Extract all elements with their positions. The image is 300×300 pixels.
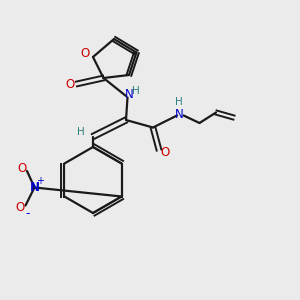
Text: N: N <box>175 107 184 121</box>
Text: O: O <box>16 201 25 214</box>
Text: H: H <box>132 85 140 96</box>
Text: O: O <box>65 77 74 91</box>
Text: O: O <box>17 162 26 175</box>
Text: +: + <box>36 176 44 187</box>
Text: N: N <box>29 181 40 194</box>
Text: O: O <box>80 47 89 61</box>
Text: H: H <box>77 127 85 137</box>
Text: N: N <box>124 88 134 101</box>
Text: O: O <box>160 146 169 160</box>
Text: H: H <box>175 97 182 107</box>
Text: -: - <box>26 207 30 220</box>
